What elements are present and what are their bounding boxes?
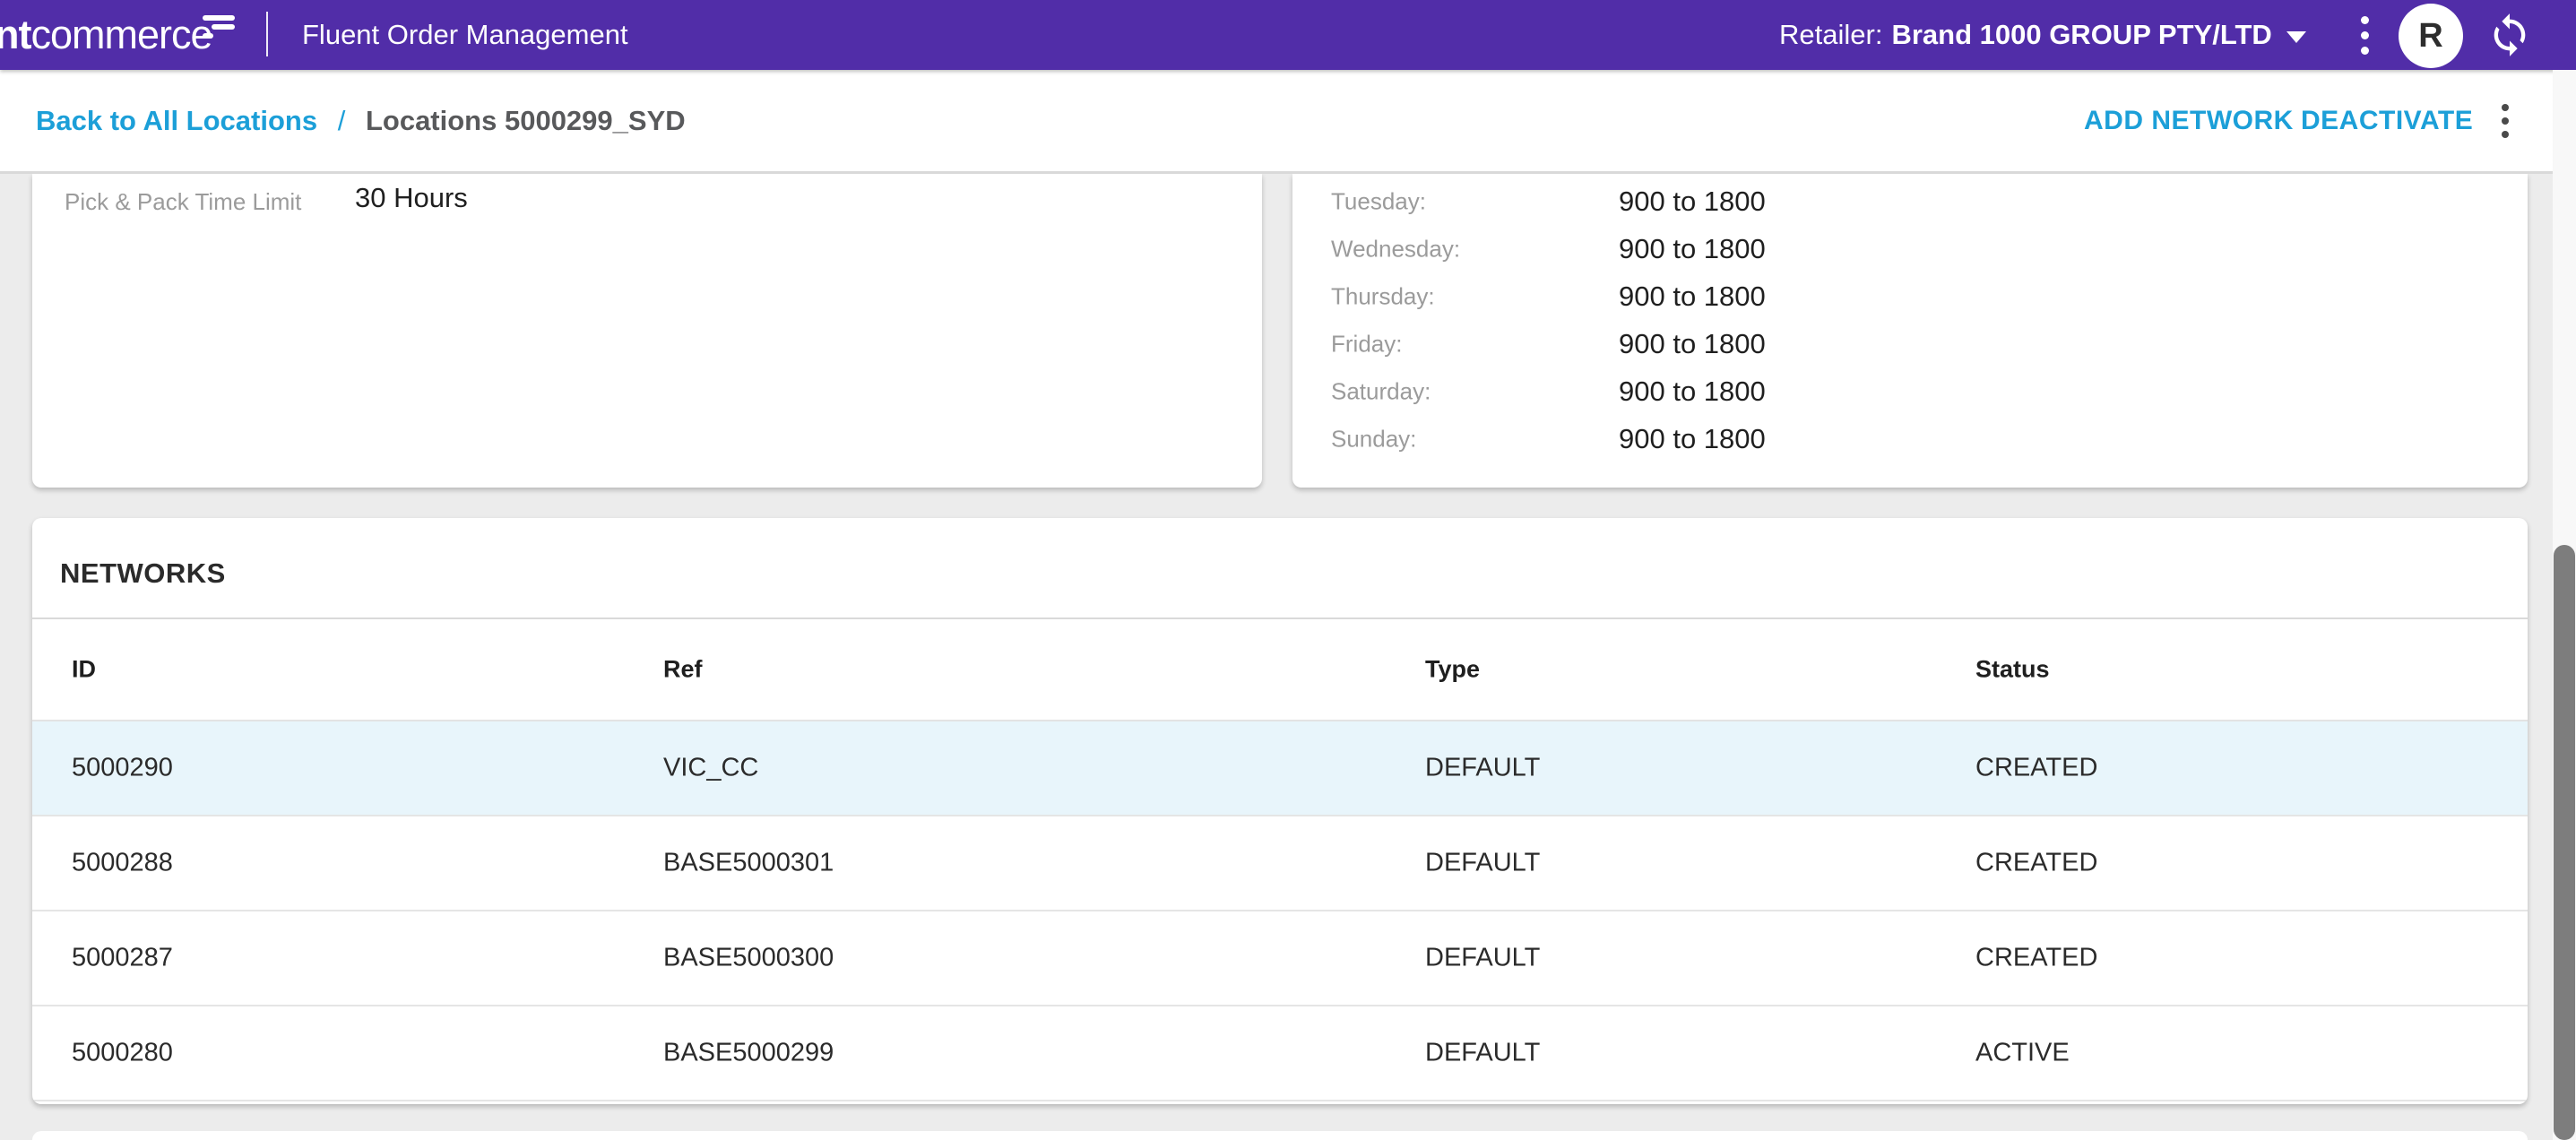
- network-status: ACTIVE: [1975, 1038, 2070, 1067]
- breadcrumb: Back to All Locations / Locations 500029…: [36, 105, 686, 137]
- scrollbar-thumb[interactable]: [2554, 545, 2575, 1140]
- table-row[interactable]: 5000290 VIC_CC DEFAULT CREATED: [32, 721, 2528, 816]
- hours-row: Tuesday: 900 to 1800: [1292, 177, 2528, 225]
- brand-logo-icon: [203, 15, 235, 39]
- hours-row: Thursday: 900 to 1800: [1292, 272, 2528, 320]
- column-header-type: Type: [1425, 655, 1481, 683]
- app-bar: ntcommerce Fluent Order Management Retai…: [0, 0, 2576, 70]
- network-id-link[interactable]: 5000287: [72, 943, 173, 972]
- day-hours: 900 to 1800: [1619, 232, 1766, 264]
- day-label: Thursday:: [1331, 282, 1435, 309]
- brand-logo[interactable]: ntcommerce: [0, 12, 213, 58]
- table-row[interactable]: 5000288 BASE5000301 DEFAULT CREATED: [32, 816, 2528, 911]
- day-hours: 900 to 1800: [1619, 280, 1766, 312]
- hours-row: Friday: 900 to 1800: [1292, 320, 2528, 367]
- network-ref: BASE5000301: [663, 848, 834, 877]
- scrollbar-track[interactable]: [2553, 70, 2576, 1140]
- page-title: Locations 5000299_SYD: [365, 104, 686, 136]
- network-id-link[interactable]: 5000280: [72, 1038, 173, 1067]
- networks-title: NETWORKS: [60, 557, 226, 589]
- table-row[interactable]: 5000280 BASE5000299 DEFAULT ACTIVE: [32, 1006, 2528, 1101]
- network-ref: BASE5000300: [663, 943, 834, 972]
- day-hours: 900 to 1800: [1619, 185, 1766, 217]
- brand-logo-text-bold: nt: [0, 12, 31, 57]
- field-label: Pick & Pack Time Limit: [65, 188, 302, 215]
- details-card: Pick & Pack Time Limit 30 Hours: [32, 174, 1262, 488]
- hours-row: Saturday: 900 to 1800: [1292, 367, 2528, 415]
- retailer-value: Brand 1000 GROUP PTY/LTD: [1891, 19, 2272, 50]
- deactivate-button[interactable]: DEACTIVATE: [2301, 105, 2474, 135]
- appbar-divider: [266, 12, 268, 56]
- network-type: DEFAULT: [1425, 848, 1541, 877]
- toolbar: Back to All Locations / Locations 500029…: [0, 70, 2576, 174]
- day-label: Sunday:: [1331, 425, 1417, 452]
- appbar-overflow-menu-button[interactable]: [2352, 8, 2377, 62]
- retailer-label: Retailer:: [1779, 19, 1883, 50]
- day-hours: 900 to 1800: [1619, 422, 1766, 454]
- app-title: Fluent Order Management: [302, 19, 628, 50]
- breadcrumb-separator: /: [337, 104, 346, 136]
- day-hours: 900 to 1800: [1619, 327, 1766, 359]
- network-id-link[interactable]: 5000288: [72, 848, 173, 877]
- column-header-status: Status: [1975, 655, 2050, 683]
- network-type: DEFAULT: [1425, 753, 1541, 782]
- toolbar-overflow-menu-button[interactable]: [2494, 94, 2517, 148]
- network-ref: BASE5000299: [663, 1038, 834, 1067]
- day-label: Friday:: [1331, 330, 1403, 357]
- back-link[interactable]: Back to All Locations: [36, 104, 318, 136]
- chevron-down-icon: [2286, 30, 2306, 43]
- kebab-menu-icon: [2502, 103, 2509, 111]
- add-network-button[interactable]: ADD NETWORK: [2084, 105, 2294, 135]
- column-header-ref: Ref: [663, 655, 703, 683]
- network-status: CREATED: [1975, 753, 2098, 782]
- network-status: CREATED: [1975, 943, 2098, 972]
- avatar[interactable]: R: [2399, 4, 2463, 68]
- opening-hours-card: Tuesday: 900 to 1800 Wednesday: 900 to 1…: [1292, 174, 2528, 488]
- networks-card: NETWORKS ID Ref Type Status 5000290 VIC_…: [32, 518, 2528, 1104]
- network-status: CREATED: [1975, 848, 2098, 877]
- avatar-initial: R: [2418, 16, 2443, 55]
- day-hours: 900 to 1800: [1619, 375, 1766, 407]
- hours-row: Wednesday: 900 to 1800: [1292, 225, 2528, 272]
- network-id-link[interactable]: 5000290: [72, 753, 173, 782]
- next-card-edge: [32, 1131, 2528, 1140]
- hours-row: Sunday: 900 to 1800: [1292, 415, 2528, 462]
- field-value: 30 Hours: [355, 182, 468, 213]
- network-ref: VIC_CC: [663, 753, 759, 782]
- network-type: DEFAULT: [1425, 943, 1541, 972]
- kebab-menu-icon: [2360, 15, 2369, 24]
- table-row[interactable]: 5000287 BASE5000300 DEFAULT CREATED: [32, 911, 2528, 1006]
- networks-table-body: 5000290 VIC_CC DEFAULT CREATED 5000288 B…: [32, 721, 2528, 1101]
- divider: [32, 618, 2528, 619]
- refresh-icon: [2494, 13, 2526, 56]
- retailer-selector[interactable]: Retailer: Brand 1000 GROUP PTY/LTD: [1779, 19, 2306, 51]
- brand-logo-text: commerce: [30, 12, 212, 57]
- network-type: DEFAULT: [1425, 1038, 1541, 1067]
- day-label: Tuesday:: [1331, 187, 1426, 214]
- column-header-id: ID: [72, 655, 96, 683]
- day-label: Wednesday:: [1331, 235, 1461, 262]
- refresh-button[interactable]: [2485, 10, 2535, 60]
- opening-hours-list: Tuesday: 900 to 1800 Wednesday: 900 to 1…: [1292, 177, 2528, 462]
- day-label: Saturday:: [1331, 377, 1431, 404]
- networks-table-header: ID Ref Type Status: [32, 619, 2528, 721]
